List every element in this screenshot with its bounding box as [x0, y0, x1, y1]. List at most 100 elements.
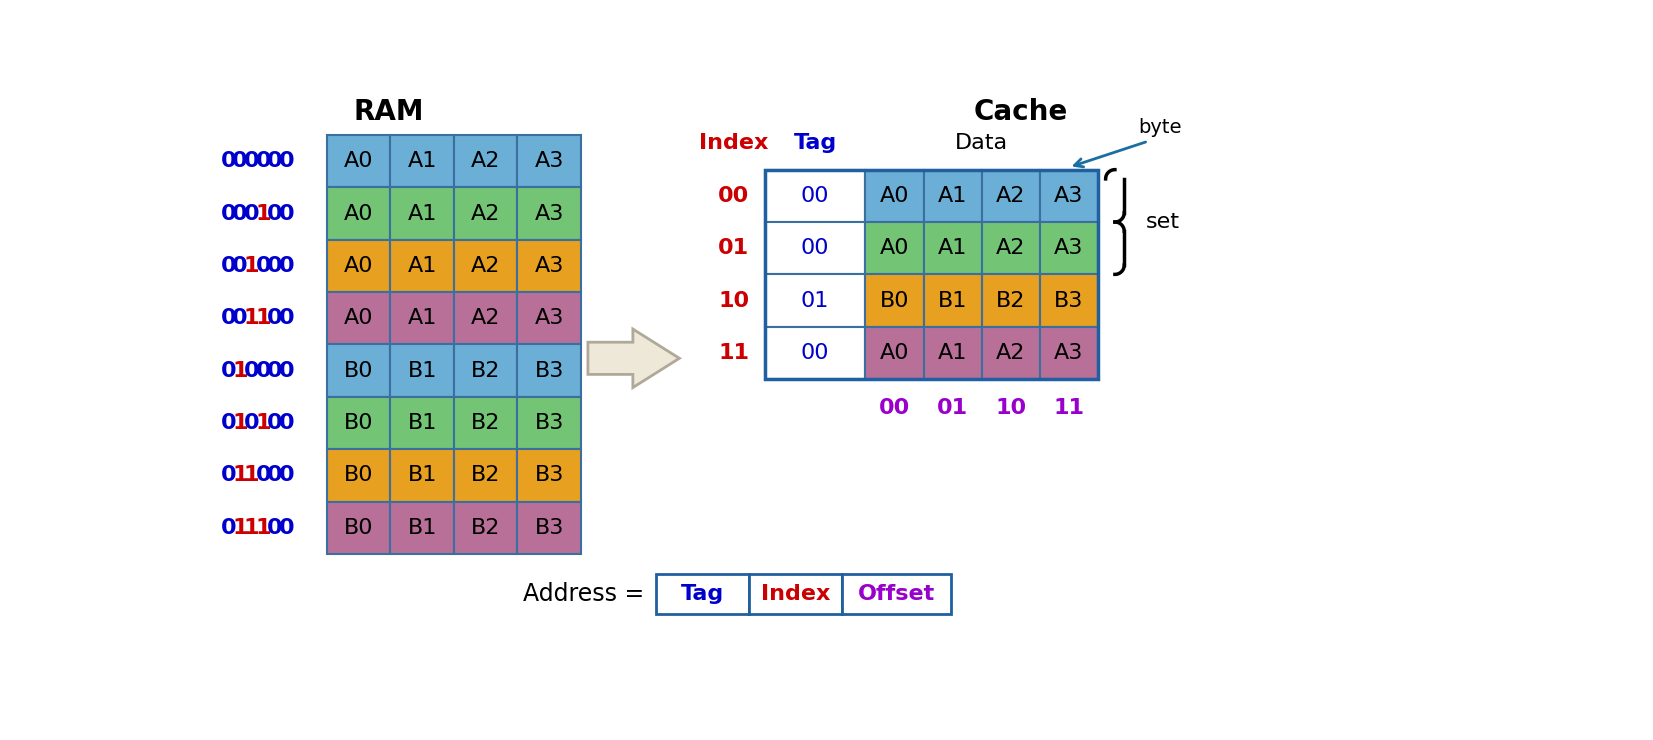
Text: A1: A1 — [407, 309, 436, 329]
Text: 0: 0 — [256, 151, 271, 171]
Bar — [455, 135, 517, 187]
Bar — [765, 169, 1098, 379]
Text: 0: 0 — [220, 360, 236, 380]
Text: A2: A2 — [471, 204, 501, 223]
Text: 0: 0 — [231, 151, 248, 171]
Text: B0: B0 — [344, 360, 374, 380]
Text: 1: 1 — [231, 360, 248, 380]
Text: 0: 0 — [268, 204, 283, 223]
Text: 0: 0 — [231, 309, 248, 329]
Text: A3: A3 — [534, 309, 564, 329]
Text: 00: 00 — [800, 238, 830, 258]
Text: A3: A3 — [534, 204, 564, 223]
Text: 0: 0 — [279, 256, 294, 276]
Text: A2: A2 — [997, 238, 1025, 258]
Bar — [327, 240, 390, 292]
Text: 0: 0 — [268, 256, 283, 276]
Bar — [517, 502, 580, 554]
Text: 1: 1 — [231, 413, 248, 433]
Text: 1: 1 — [231, 518, 248, 538]
Text: A2: A2 — [997, 343, 1025, 363]
Text: A2: A2 — [471, 256, 501, 276]
Bar — [390, 397, 455, 449]
Text: 0: 0 — [220, 256, 236, 276]
Text: 0: 0 — [279, 413, 294, 433]
Bar — [517, 397, 580, 449]
Text: A1: A1 — [937, 343, 967, 363]
Text: 0: 0 — [279, 309, 294, 329]
Text: 1: 1 — [245, 465, 260, 485]
Text: 1: 1 — [245, 256, 260, 276]
Bar — [765, 169, 866, 222]
Text: 0: 0 — [245, 204, 260, 223]
Text: 0: 0 — [245, 151, 260, 171]
Text: byte: byte — [1139, 118, 1182, 137]
Text: 0: 0 — [220, 204, 236, 223]
Text: 0: 0 — [268, 309, 283, 329]
Text: B1: B1 — [407, 518, 436, 538]
Text: Offset: Offset — [858, 584, 936, 604]
Text: 00: 00 — [800, 343, 830, 363]
Text: A0: A0 — [344, 204, 374, 223]
Text: A1: A1 — [407, 256, 436, 276]
Text: 10: 10 — [995, 398, 1027, 418]
Bar — [327, 135, 390, 187]
Text: A0: A0 — [344, 151, 374, 171]
Bar — [866, 327, 924, 379]
Bar — [1040, 275, 1098, 327]
Text: B0: B0 — [344, 518, 374, 538]
Text: B0: B0 — [344, 465, 374, 485]
Bar — [517, 135, 580, 187]
Bar — [517, 449, 580, 502]
Bar — [390, 449, 455, 502]
Text: B3: B3 — [1055, 291, 1083, 311]
Text: 0: 0 — [231, 204, 248, 223]
Text: A3: A3 — [1055, 186, 1083, 206]
Text: 0: 0 — [268, 518, 283, 538]
Text: 0: 0 — [279, 151, 294, 171]
Bar — [924, 275, 982, 327]
Bar — [455, 397, 517, 449]
Bar — [765, 222, 866, 275]
Text: 0: 0 — [268, 413, 283, 433]
Text: B1: B1 — [407, 413, 436, 433]
Bar — [841, 574, 950, 614]
Text: A3: A3 — [1055, 343, 1083, 363]
Text: 1: 1 — [256, 204, 271, 223]
Bar — [866, 169, 924, 222]
Bar — [765, 275, 866, 327]
Bar — [327, 187, 390, 240]
Text: 1: 1 — [231, 465, 248, 485]
Text: A2: A2 — [471, 151, 501, 171]
Text: A0: A0 — [879, 238, 909, 258]
Bar — [924, 327, 982, 379]
Text: A2: A2 — [471, 309, 501, 329]
Bar — [982, 169, 1040, 222]
Bar — [455, 187, 517, 240]
Text: A0: A0 — [344, 256, 374, 276]
Text: A1: A1 — [407, 204, 436, 223]
Text: A1: A1 — [937, 186, 967, 206]
Text: 0: 0 — [245, 413, 260, 433]
Text: 00: 00 — [879, 398, 911, 418]
Text: A0: A0 — [879, 343, 909, 363]
Text: A3: A3 — [534, 151, 564, 171]
Text: 01: 01 — [937, 398, 969, 418]
Text: 1: 1 — [256, 413, 271, 433]
Text: 01: 01 — [800, 291, 830, 311]
Text: 1: 1 — [245, 518, 260, 538]
Text: B3: B3 — [534, 413, 564, 433]
Text: Tag: Tag — [681, 584, 724, 604]
Bar — [390, 240, 455, 292]
Text: Index: Index — [760, 584, 830, 604]
Bar — [455, 502, 517, 554]
Bar — [982, 327, 1040, 379]
Text: B1: B1 — [937, 291, 967, 311]
Bar — [656, 574, 749, 614]
Text: B0: B0 — [879, 291, 909, 311]
Bar — [390, 187, 455, 240]
Text: B2: B2 — [471, 518, 501, 538]
Bar — [765, 327, 866, 379]
Text: 10: 10 — [717, 291, 749, 311]
Bar — [866, 275, 924, 327]
